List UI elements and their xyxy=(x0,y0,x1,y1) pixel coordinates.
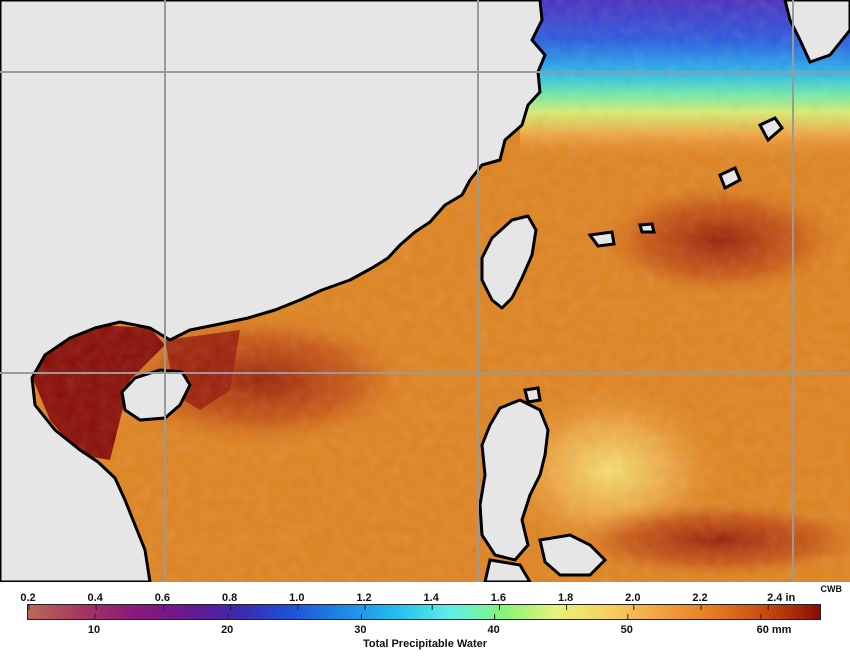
inch-label: 2.0 xyxy=(625,592,641,604)
lat-lon-grid xyxy=(0,0,850,582)
taiwan-island xyxy=(480,214,538,310)
ryukyu-island-1 xyxy=(757,116,785,143)
mm-label: 60 mm xyxy=(756,624,792,636)
mm-label: 40 xyxy=(487,624,500,636)
color-scale-gradient xyxy=(28,605,820,619)
mm-label: 10 xyxy=(87,624,101,636)
japan-kyushu xyxy=(783,0,850,64)
batanes-island xyxy=(523,386,542,404)
ryukyu-island-3 xyxy=(587,230,616,248)
inch-label: 1.6 xyxy=(490,592,507,604)
inch-label: 0.6 xyxy=(154,592,171,604)
inch-label: 2.2 xyxy=(692,592,708,604)
luzon-island xyxy=(478,398,550,562)
mainland-asia-landmass xyxy=(0,0,547,582)
source-credit: CWB xyxy=(820,584,843,594)
tpw-map[interactable] xyxy=(0,0,850,582)
inch-label: 0.8 xyxy=(221,592,238,604)
mindoro-island xyxy=(483,558,532,582)
tpw-map-canvas xyxy=(0,0,850,582)
inch-label: 1.0 xyxy=(289,592,305,604)
ryukyu-island-2 xyxy=(718,165,742,191)
ryukyu-island-4 xyxy=(638,222,656,234)
color-scale-legend: CWB 0.2 0.4 0.6 0.8 1.0 1.2 1.4 1.6 1.8 2.0 2.2 2.4… xyxy=(0,582,850,660)
color-scale-bar xyxy=(27,604,821,620)
inch-label: 1.2 xyxy=(356,592,372,604)
inch-label: 1.8 xyxy=(557,592,574,604)
inch-label: 0.4 xyxy=(87,592,103,604)
mm-label: 50 xyxy=(620,624,633,636)
inch-label: 1.4 xyxy=(423,592,439,604)
visayas-island xyxy=(538,533,608,577)
inch-label: 2.4 in xyxy=(767,592,796,604)
mm-label: 30 xyxy=(354,624,367,636)
legend-title: Total Precipitable Water xyxy=(362,638,488,650)
inch-label: 0.2 xyxy=(20,592,36,604)
mm-label: 20 xyxy=(221,624,234,636)
